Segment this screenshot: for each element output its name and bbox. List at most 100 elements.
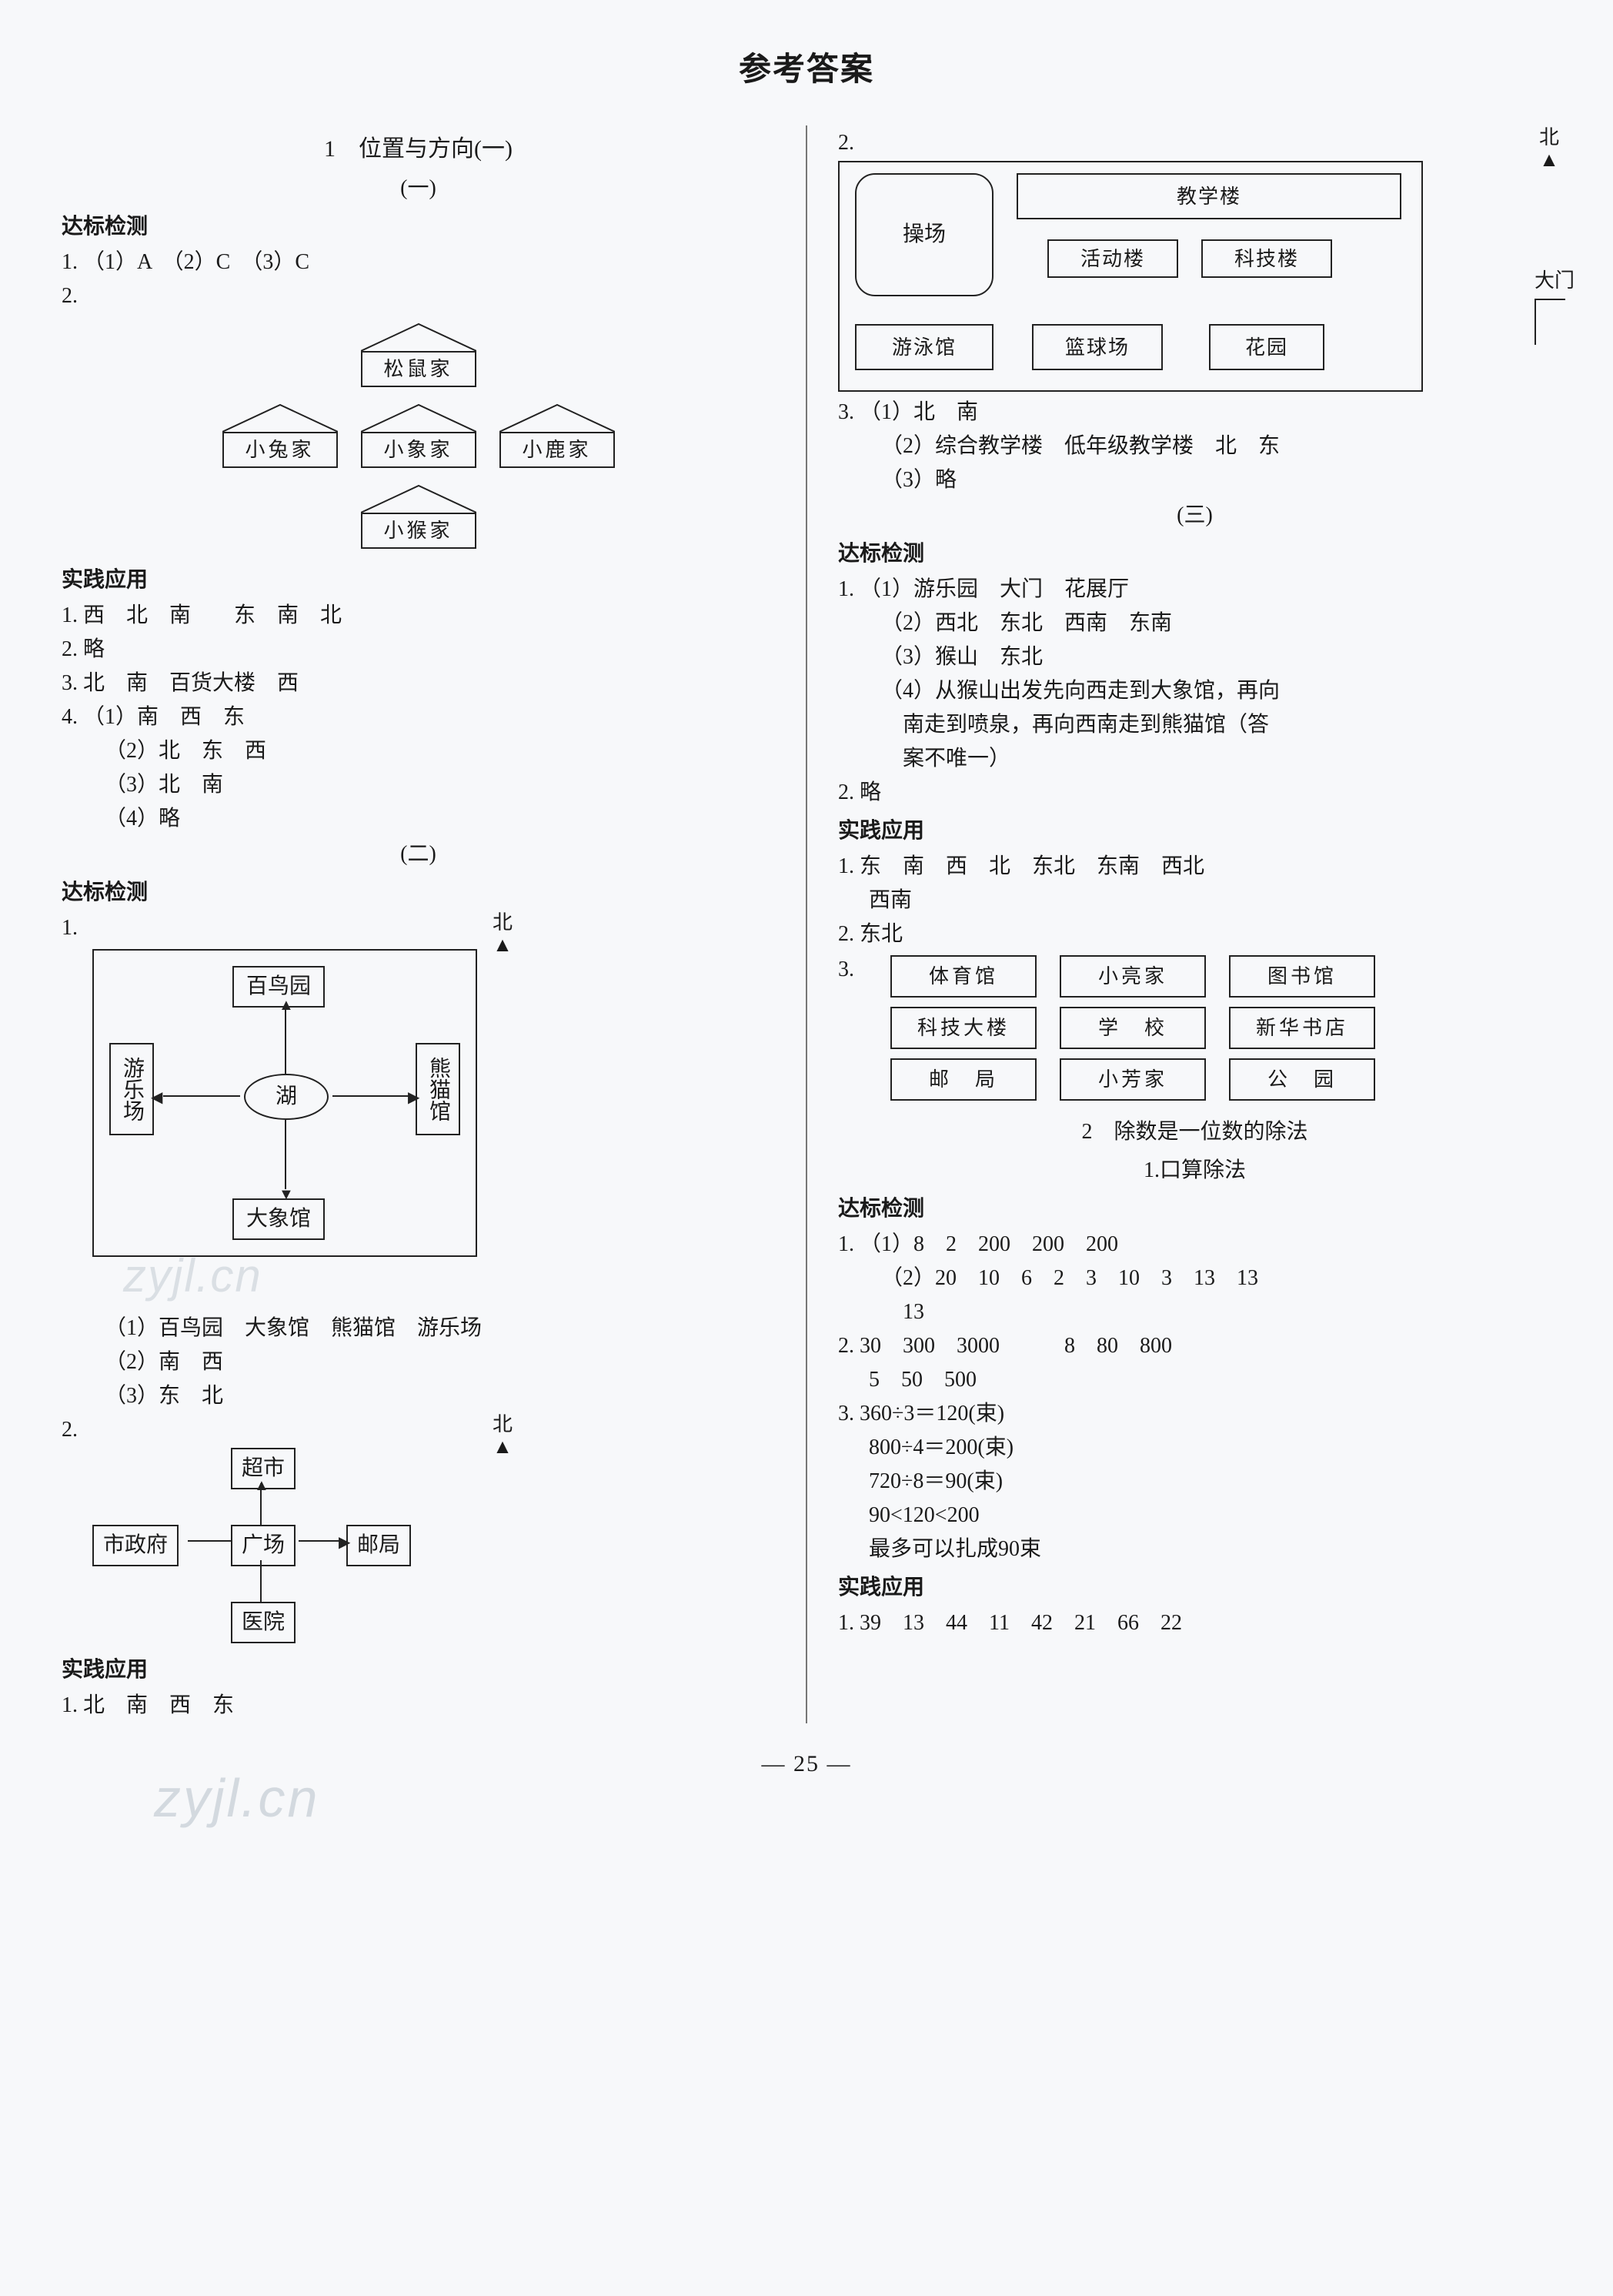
map1-q: 1. xyxy=(62,912,775,944)
d1-4c: 案不唯一） xyxy=(838,743,1551,775)
campus-diagram: 操场 教学楼 活动楼 科技楼 游泳馆 篮球场 花园 xyxy=(838,161,1423,392)
campus-q: 2. xyxy=(838,127,1551,159)
dabiao-heading: 达标检测 xyxy=(62,211,775,243)
grid-box: 科技大楼 xyxy=(890,1007,1037,1049)
part2-label: (二) xyxy=(62,838,775,871)
dabiao-heading-r: 达标检测 xyxy=(838,538,1551,570)
c3e: 最多可以扎成90束 xyxy=(838,1533,1551,1566)
watermark-bottom: zyjl.cn xyxy=(154,1758,1551,1839)
grid-box: 小芳家 xyxy=(1060,1058,1206,1101)
damen-label: 大门 xyxy=(1535,266,1575,345)
map2-diagram: 超市 市政府 广场 邮局 医院 ▲ ▶ xyxy=(92,1448,462,1648)
camp-huodong: 活动楼 xyxy=(1047,239,1178,278)
c2a: 2. 30 300 3000 8 80 800 xyxy=(838,1330,1551,1362)
dabiao-heading-r2: 达标检测 xyxy=(838,1193,1551,1225)
c1-2b: 13 xyxy=(838,1296,1551,1328)
m1-youle: 游乐场 xyxy=(109,1043,154,1135)
c3d: 90<120<200 xyxy=(838,1499,1551,1532)
d1-4b: 南走到喷泉，再向西南走到熊猫馆（答 xyxy=(838,709,1551,741)
house-xiaohou: 小猴家 xyxy=(361,482,476,549)
c1-1: 1. （1）8 2 200 200 200 xyxy=(838,1228,1551,1261)
grid-box: 新华书店 xyxy=(1229,1007,1375,1049)
dabiao-heading-2: 达标检测 xyxy=(62,877,775,909)
s1b: 西南 xyxy=(838,884,1551,917)
shijian-heading-r: 实践应用 xyxy=(838,815,1551,847)
house-label: 松鼠家 xyxy=(361,351,476,387)
q3-1: 3. （1）北 南 xyxy=(838,396,1551,429)
c3b: 800÷4＝200(束) xyxy=(838,1432,1551,1464)
north-indicator-3: 北▲ xyxy=(1539,127,1559,171)
grid-box: 学 校 xyxy=(1060,1007,1206,1049)
part1-label: (一) xyxy=(62,172,775,205)
map1-a1: （1）百鸟园 大象馆 熊猫馆 游乐场 xyxy=(62,1312,775,1345)
q3-3: （3）略 xyxy=(838,464,1551,496)
column-divider xyxy=(806,125,807,1723)
s3-label: 3. xyxy=(838,954,869,1108)
grid-box: 公 园 xyxy=(1229,1058,1375,1101)
camp-huayuan: 花园 xyxy=(1209,324,1324,370)
two-column-layout: 1 位置与方向(一) (一) 达标检测 1. （1）A （2）C （3）C 2.… xyxy=(62,125,1551,1723)
sj1: 1. 西 北 南 东 南 北 xyxy=(62,600,775,632)
d1-3: （3）猴山 东北 xyxy=(838,641,1551,673)
grid-box: 体育馆 xyxy=(890,955,1037,998)
left-column: 1 位置与方向(一) (一) 达标检测 1. （1）A （2）C （3）C 2.… xyxy=(62,125,775,1723)
sjb1: 1. 北 南 西 东 xyxy=(62,1689,775,1722)
m2-bottom: 医院 xyxy=(231,1602,296,1643)
north-indicator-2: 北▲ xyxy=(493,1414,513,1458)
sj4-4: （4）略 xyxy=(62,803,775,835)
sj3: 3. 北 南 百货大楼 西 xyxy=(62,667,775,700)
sj4-2: （2）北 东 西 xyxy=(62,735,775,767)
watermark-inline: zyjl.cn xyxy=(123,1242,775,1311)
grid-box: 图书馆 xyxy=(1229,955,1375,998)
unit1-title: 1 位置与方向(一) xyxy=(62,132,775,166)
camp-caochang: 操场 xyxy=(855,173,994,296)
d1-1: 1. （1）游乐园 大门 花展厅 xyxy=(838,573,1551,606)
d1-4a: （4）从猴山出发先向西走到大象馆，再向 xyxy=(838,675,1551,707)
house-songshu: 松鼠家 xyxy=(361,320,476,387)
m1-lake: 湖 xyxy=(244,1074,329,1120)
c3c: 720÷8＝90(束) xyxy=(838,1465,1551,1498)
house-xiaolu: 小鹿家 xyxy=(499,401,615,468)
d2: 2. 略 xyxy=(838,777,1551,809)
camp-keji: 科技楼 xyxy=(1201,239,1332,278)
m2-right: 邮局 xyxy=(346,1525,411,1566)
shijian-heading-2: 实践应用 xyxy=(62,1654,775,1686)
q3-2: （2）综合教学楼 低年级教学楼 北 东 xyxy=(838,430,1551,463)
camp-youyong: 游泳馆 xyxy=(855,324,994,370)
shijian-heading: 实践应用 xyxy=(62,564,775,597)
m2-left: 市政府 xyxy=(92,1525,179,1566)
c1-2a: （2）20 10 6 2 3 10 3 13 13 xyxy=(838,1262,1551,1295)
s2: 2. 东北 xyxy=(838,918,1551,951)
page-title: 参考答案 xyxy=(62,46,1551,95)
grid-box: 小亮家 xyxy=(1060,955,1206,998)
d1-2: （2）西北 东北 西南 东南 xyxy=(838,607,1551,640)
map1-diagram: 百鸟园 游乐场 湖 熊猫馆 大象馆 ▲ ▼ ◀ ▶ xyxy=(92,949,477,1257)
unit2-sub: 1.口算除法 xyxy=(838,1155,1551,1187)
shijian-heading-r2: 实践应用 xyxy=(838,1572,1551,1604)
right-column: 2. 北▲ 操场 教学楼 活动楼 科技楼 游泳馆 篮球场 花园 大门 3. （1… xyxy=(838,125,1551,1723)
q2-label: 2. xyxy=(62,280,775,312)
map1-a3: （3）东 北 xyxy=(62,1380,775,1412)
house-xiaotu: 小兔家 xyxy=(222,401,338,468)
grid-diagram: 体育馆 小亮家 图书馆 科技大楼 学 校 新华书店 邮 局 小芳家 公 园 xyxy=(890,955,1375,1101)
c3a: 3. 360÷3＝120(束) xyxy=(838,1398,1551,1430)
house-diagram: 松鼠家 小兔家 小象家 小鹿家 xyxy=(62,320,775,549)
camp-jiaoxue: 教学楼 xyxy=(1017,173,1401,219)
map2-q: 2. xyxy=(62,1414,775,1446)
cs1: 1. 39 13 44 11 42 21 66 22 xyxy=(838,1607,1551,1639)
north-indicator: 北▲ xyxy=(493,912,513,956)
grid-box: 邮 局 xyxy=(890,1058,1037,1101)
m2-mid: 广场 xyxy=(231,1525,296,1566)
part3-label: (三) xyxy=(838,500,1551,532)
unit2-title: 2 除数是一位数的除法 xyxy=(838,1116,1551,1148)
house-xiaoxiang: 小象家 xyxy=(361,401,476,468)
s1a: 1. 东 南 西 北 东北 东南 西北 xyxy=(838,851,1551,883)
sj4: 4. （1）南 西 东 xyxy=(62,701,775,734)
c2b: 5 50 500 xyxy=(838,1364,1551,1396)
m1-xiongmao: 熊猫馆 xyxy=(416,1043,460,1135)
sj2: 2. 略 xyxy=(62,633,775,666)
map1-a2: （2）南 西 xyxy=(62,1346,775,1379)
sj4-3: （3）北 南 xyxy=(62,769,775,801)
q1-line: 1. （1）A （2）C （3）C xyxy=(62,246,775,279)
camp-lanqiu: 篮球场 xyxy=(1032,324,1163,370)
